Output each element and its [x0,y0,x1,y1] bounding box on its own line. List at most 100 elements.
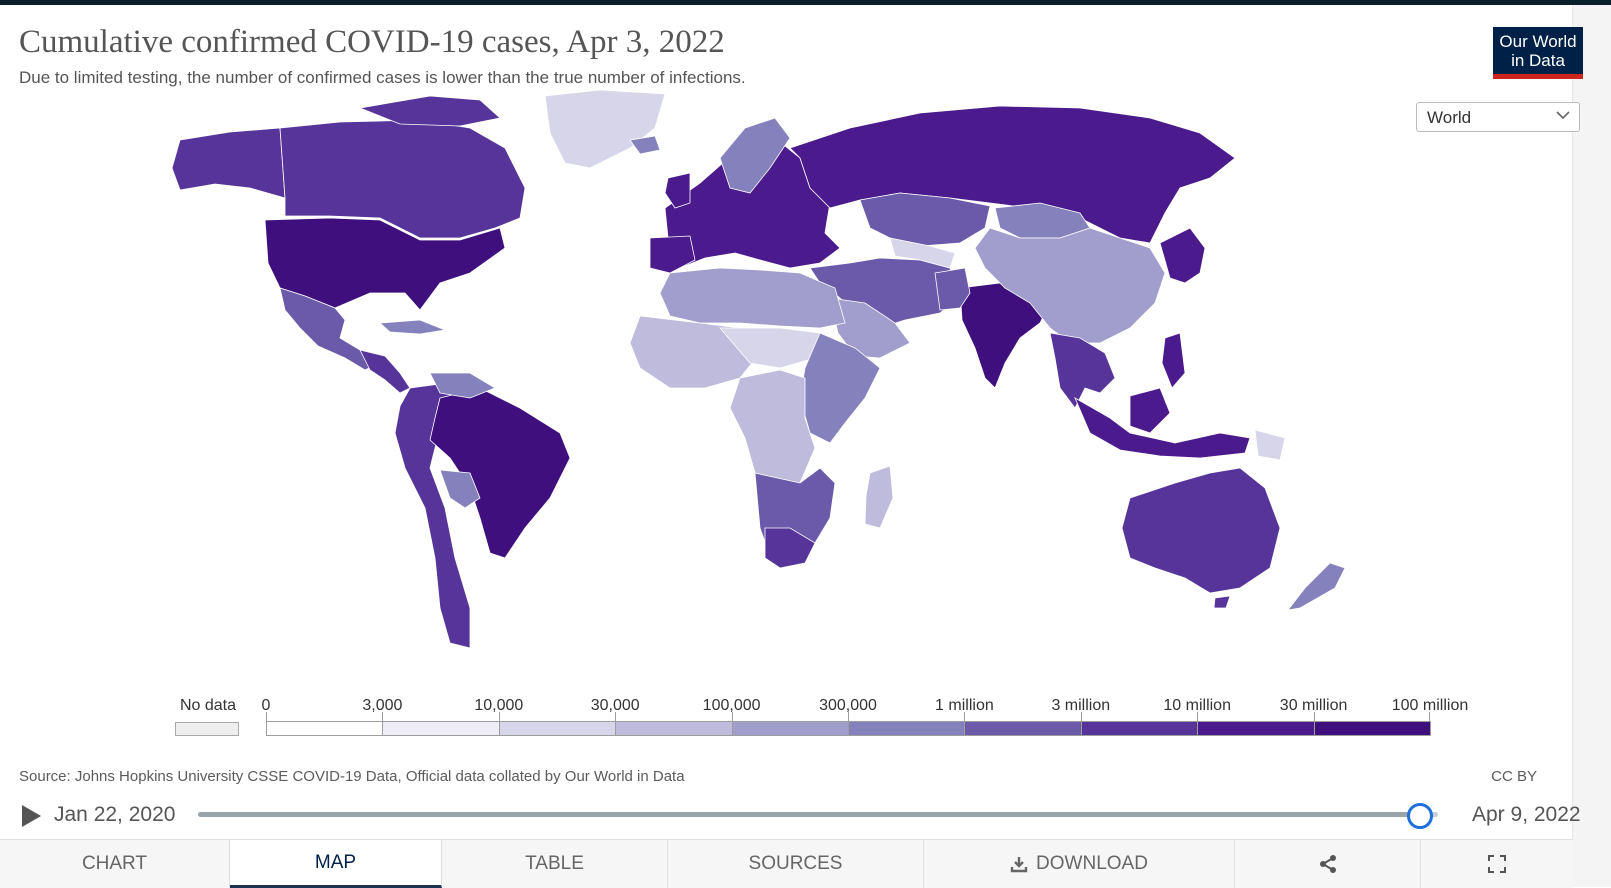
legend-tick [964,712,966,721]
legend-tick-label: 30,000 [590,697,640,714]
legend-tick [266,712,267,721]
legend-bin-9[interactable] [1313,721,1431,736]
chevron-down-icon [1556,111,1570,120]
region-tasmania[interactable] [1213,595,1231,609]
region-uk[interactable] [664,172,691,209]
legend-nodata-swatch[interactable] [175,722,239,736]
region-russia[interactable] [789,105,1236,244]
legend-tick-label: 10,000 [474,697,524,714]
tab-sources[interactable]: SOURCES [668,840,924,888]
share-button[interactable] [1235,840,1421,888]
logo-line2: in Data [1511,51,1565,70]
fullscreen-button[interactable] [1421,840,1573,888]
region-kazakhstan[interactable] [859,192,991,247]
region-brazil[interactable] [429,387,571,559]
legend-bin-7[interactable] [1080,721,1199,736]
fullscreen-icon [1488,855,1506,873]
region-australia[interactable] [1121,467,1281,594]
legend-tick [382,712,384,721]
tab-sources-label: SOURCES [748,853,843,874]
region-central-africa[interactable] [729,369,816,489]
legend-tick-label: 3 million [1051,697,1111,714]
region-pakistan[interactable] [934,267,971,311]
region-alaska[interactable] [171,127,286,199]
legend-tick [1429,712,1430,721]
region-central-america[interactable] [359,349,411,394]
legend-tick-label: 10 million [1163,697,1231,714]
timeline-start-date: Jan 22, 2020 [54,803,176,826]
legend-bin-0[interactable] [266,721,384,736]
legend-tick-label: 300,000 [819,697,877,714]
region-north-africa[interactable] [659,267,846,329]
legend-bin-8[interactable] [1197,721,1315,736]
tab-download-label: DOWNLOAD [1036,853,1148,874]
legend-bin-1[interactable] [382,721,500,736]
region-indonesia[interactable] [1074,397,1251,459]
legend-tick [1080,712,1082,721]
tab-chart[interactable]: CHART [0,840,230,888]
region-iberia[interactable] [649,235,696,274]
legend-nodata-label: No data [179,697,237,714]
region-png[interactable] [1254,429,1286,461]
tab-table[interactable]: TABLE [442,840,668,888]
timeline-handle[interactable] [1407,803,1434,829]
legend-tick-label: 3,000 [362,697,403,714]
region-scandinavia[interactable] [719,117,791,194]
region-central-asia[interactable] [889,237,956,269]
legend-tick-label: 0 [261,697,271,714]
legend-bin-5[interactable] [848,721,966,736]
legend-tick [615,712,617,721]
region-arctic-islands[interactable] [358,95,501,127]
timeline-fill [198,812,1420,817]
legend-max-label: 100 million [1391,697,1469,714]
region-iceland[interactable] [629,135,661,155]
region-middle-east[interactable] [809,257,961,329]
timeline-slider[interactable] [198,803,1438,829]
region-venezuela[interactable] [429,372,496,399]
legend-bin-6[interactable] [964,721,1082,736]
legend-tick [731,712,733,721]
logo-line1: Our World [1499,32,1577,51]
legend-tick [498,712,500,721]
source-note: Source: Johns Hopkins University CSSE CO… [19,768,685,785]
scrollbar-gutter[interactable] [1572,5,1611,887]
region-madagascar[interactable] [864,465,894,529]
download-icon [1010,857,1028,873]
legend-bin-2[interactable] [498,721,617,736]
region-greenland[interactable] [544,89,666,169]
license-link[interactable]: CC BY [1491,768,1537,785]
region-south-africa[interactable] [764,527,816,569]
region-select-value: World [1427,108,1472,127]
region-borneo[interactable] [1129,387,1171,434]
legend-tick-label: 1 million [935,697,994,714]
timeline-end-date: Apr 9, 2022 [1472,803,1581,826]
owid-logo[interactable]: Our World in Data [1493,27,1583,79]
region-select[interactable]: World [1416,102,1580,132]
legend-tick-label: 100,000 [702,697,761,714]
region-se-asia[interactable] [1049,332,1116,409]
legend-tick [848,712,849,721]
legend-bin-3[interactable] [615,721,733,736]
chart-subtitle: Due to limited testing, the number of co… [19,68,746,87]
tab-download[interactable]: DOWNLOAD [924,840,1235,888]
region-korea-japan[interactable] [1159,227,1206,284]
region-philippines[interactable] [1161,332,1186,389]
region-china[interactable] [974,227,1166,344]
tab-map[interactable]: MAP [230,840,442,888]
legend-tick [1197,712,1199,721]
legend-tick-label: 30 million [1279,697,1348,714]
tab-table-label: TABLE [525,853,584,874]
tab-map-label: MAP [314,851,357,873]
tab-chart-label: CHART [81,853,148,874]
legend-bin-4[interactable] [731,721,849,736]
top-bar [0,0,1611,5]
share-icon [1319,855,1336,873]
region-caribbean[interactable] [379,319,447,335]
legend-tick [1313,712,1315,721]
region-new-zealand[interactable] [1287,562,1346,611]
play-icon[interactable] [20,804,42,828]
chart-title: Cumulative confirmed COVID-19 cases, Apr… [19,24,725,60]
region-bolivia[interactable] [439,469,481,509]
region-arabia[interactable] [829,297,911,359]
world-map[interactable] [0,88,1420,678]
